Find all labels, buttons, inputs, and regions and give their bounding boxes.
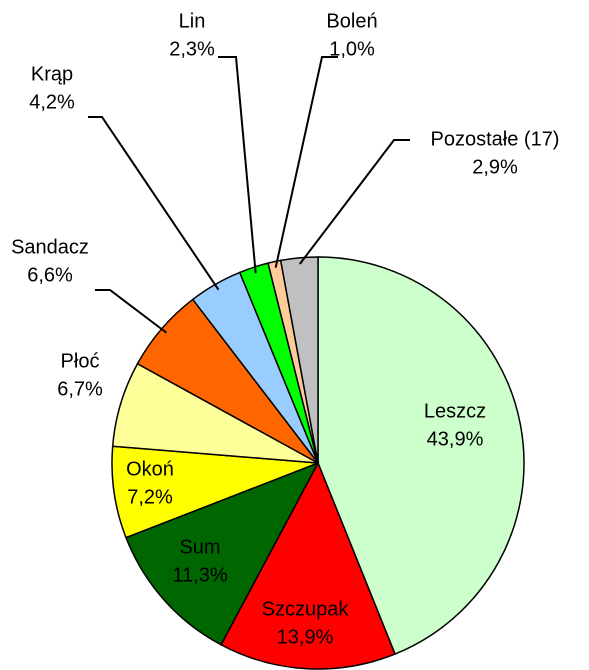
slice-value-label: 43,9% (427, 428, 484, 450)
slice-label: Sandacz (11, 236, 89, 258)
slice-label: Lin (179, 10, 206, 32)
leader-line (299, 139, 410, 265)
pie-slice (279, 256, 319, 464)
pie-slice (220, 461, 397, 670)
slice-value-label: 1,0% (329, 38, 375, 60)
leader-line (88, 116, 220, 291)
slice-label: Leszcz (424, 400, 486, 422)
slice-value-label: 11,3% (172, 564, 227, 586)
slice-value-label: 2,9% (472, 156, 518, 178)
slice-label: Pozostałe (17) (431, 128, 560, 150)
slice-value-label: 6,6% (27, 264, 73, 286)
slice-value-label: 4,2% (29, 91, 75, 113)
slice-label: Sum (179, 536, 220, 558)
pie-slice (317, 256, 525, 656)
pie-slice (125, 461, 320, 646)
slice-value-label: 13,9% (277, 626, 334, 648)
slice-value-label: 6,7% (57, 378, 103, 400)
slice-value-label: 2,3% (169, 38, 215, 60)
leader-line (218, 56, 257, 274)
slice-value-label: 7,2% (127, 486, 173, 508)
slice-label: Szczupak (262, 598, 350, 620)
leader-line (274, 56, 338, 268)
slice-label: Okoń (126, 458, 174, 480)
leader-line (95, 289, 168, 334)
slice-label: Płoć (61, 350, 100, 372)
slice-label: Boleń (326, 10, 377, 32)
slice-label: Krąp (31, 63, 73, 85)
